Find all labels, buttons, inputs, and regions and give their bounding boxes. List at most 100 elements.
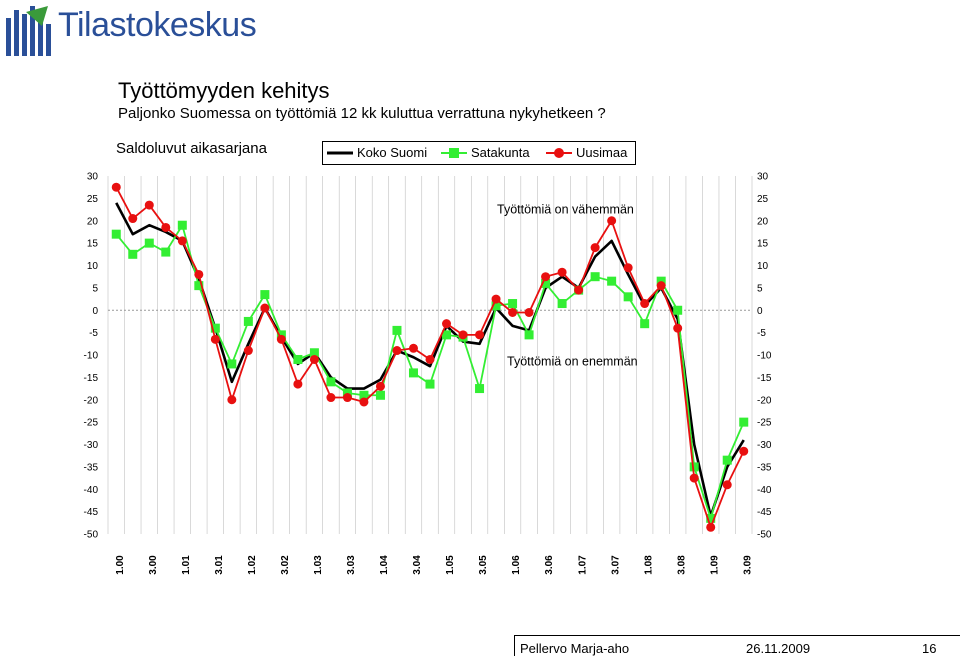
data-point-uusimaa (194, 269, 204, 279)
data-point-satakunta (491, 301, 501, 311)
data-point-uusimaa (590, 243, 600, 253)
data-point-uusimaa (541, 272, 551, 282)
data-point-satakunta (177, 220, 187, 230)
x-tick-label: 3.03 (346, 555, 357, 575)
data-point-satakunta (673, 305, 683, 315)
chart-title: Saldoluvut aikasarjana (116, 140, 267, 157)
y-tick-label-left: 5 (92, 283, 98, 294)
y-tick-label-right: -20 (757, 395, 772, 406)
line-chart: 30 25 20 15 10 5 0 -5 -10 -15 -20 -25 -30 -35 -40 -45 -5… (84, 172, 772, 575)
y-tick-label-left: -15 (84, 373, 99, 384)
data-point-satakunta (442, 330, 452, 340)
data-point-uusimaa (326, 393, 336, 403)
legend-uusimaa-label: Uusimaa (576, 145, 628, 160)
y-tick-label-left: -10 (84, 351, 99, 362)
y-tick-label-right: 5 (757, 283, 763, 294)
chart-legend: Koko Suomi Satakunta Uusimaa (322, 141, 636, 165)
x-tick-label: 3.09 (742, 555, 753, 575)
y-tick-label-right: -25 (757, 418, 772, 429)
data-point-satakunta (210, 323, 220, 333)
x-tick-label: 1.04 (379, 555, 390, 575)
legend-uusimaa-marker (554, 148, 564, 158)
data-point-satakunta (243, 316, 253, 326)
data-point-satakunta (293, 354, 303, 364)
data-point-satakunta (111, 229, 121, 239)
data-point-uusimaa (524, 307, 534, 317)
data-point-satakunta (408, 368, 418, 378)
x-tick-label: 1.03 (313, 555, 324, 575)
data-point-satakunta (524, 330, 534, 340)
y-tick-label-left: 20 (87, 216, 99, 227)
series-line-satakunta (115, 224, 745, 520)
y-tick-label-right: -10 (757, 351, 772, 362)
y-tick-label-left: -45 (84, 507, 99, 518)
legend-markers (327, 148, 572, 158)
y-tick-label-right: -40 (757, 485, 772, 496)
data-point-satakunta (392, 325, 402, 335)
data-point-uusimaa (260, 303, 270, 313)
y-ticks-left: 30 25 20 15 10 5 0 -5 -10 -15 -20 -25 -30 -35 -40 -45 -5… (84, 172, 99, 541)
y-tick-label-left: 15 (87, 239, 99, 250)
y-tick-label-left: 0 (92, 306, 98, 317)
x-ticks: 1.00 3.00 1.01 3.01 1.02 3.02 1.03 3.03 1.04 3.04… (115, 555, 753, 575)
footer-author: Pellervo Marja-aho (520, 641, 630, 656)
data-point-satakunta (541, 278, 551, 288)
data-point-uusimaa (623, 263, 633, 273)
grid-layer (107, 176, 753, 534)
x-tick-label: 3.05 (478, 555, 489, 575)
y-tick-label-left: 25 (87, 194, 99, 205)
annotation-more-unemployed: Työttömiä on enemmän (507, 355, 638, 369)
data-point-uusimaa (227, 395, 237, 405)
data-point-satakunta (557, 299, 567, 309)
x-tick-label: 3.08 (676, 555, 687, 575)
data-point-uusimaa (475, 330, 485, 340)
footer-page-number: 16 (922, 641, 937, 656)
data-point-uusimaa (508, 307, 518, 317)
x-tick-label: 3.06 (544, 555, 555, 575)
data-point-uusimaa (375, 381, 385, 391)
x-tick-label: 1.07 (577, 555, 588, 575)
data-point-satakunta (260, 290, 270, 300)
y-tick-label-right: -50 (757, 530, 772, 541)
data-point-uusimaa (161, 222, 171, 232)
data-point-uusimaa (425, 354, 435, 364)
data-point-satakunta (128, 249, 138, 259)
x-tick-label: 1.01 (181, 555, 192, 575)
data-point-satakunta (689, 462, 699, 472)
series-line-koko-suomi (115, 202, 745, 518)
data-point-uusimaa (111, 182, 121, 192)
data-point-satakunta (144, 238, 154, 248)
data-point-satakunta (607, 276, 617, 286)
data-point-uusimaa (574, 285, 584, 295)
slide-title: Työttömyyden kehitys (118, 78, 330, 103)
data-point-satakunta (623, 292, 633, 302)
x-tick-label: 1.05 (445, 555, 456, 575)
data-point-uusimaa (144, 200, 154, 210)
x-tick-label: 1.09 (709, 555, 720, 575)
x-tick-label: 1.06 (511, 555, 522, 575)
data-point-uusimaa (342, 393, 352, 403)
y-tick-label-left: -40 (84, 485, 99, 496)
y-tick-label-left: -5 (89, 328, 98, 339)
data-point-uusimaa (673, 323, 683, 333)
data-point-uusimaa (392, 346, 402, 356)
data-point-uusimaa (243, 346, 253, 356)
x-tick-label: 1.02 (247, 555, 258, 575)
data-point-uusimaa (128, 214, 138, 224)
y-tick-label-left: -35 (84, 462, 99, 473)
data-point-satakunta (359, 390, 369, 400)
x-tick-label: 3.04 (412, 555, 423, 575)
data-point-satakunta (309, 348, 319, 358)
data-point-satakunta (194, 281, 204, 291)
annotation-fewer-unemployed: Työttömiä on vähemmän (497, 203, 634, 217)
data-point-satakunta (326, 377, 336, 387)
y-tick-label-right: -5 (757, 328, 766, 339)
y-ticks-right: 30 25 20 15 10 5 0 -5 -10 -15 -20 -25 -30 -35 -40 -45 -5… (757, 172, 772, 541)
y-tick-label-right: -30 (757, 440, 772, 451)
y-tick-label-right: 15 (757, 239, 769, 250)
data-point-satakunta (161, 247, 171, 257)
data-point-satakunta (590, 272, 600, 282)
y-tick-label-right: -45 (757, 507, 772, 518)
data-point-uusimaa (359, 397, 369, 407)
y-tick-label-right: 25 (757, 194, 769, 205)
